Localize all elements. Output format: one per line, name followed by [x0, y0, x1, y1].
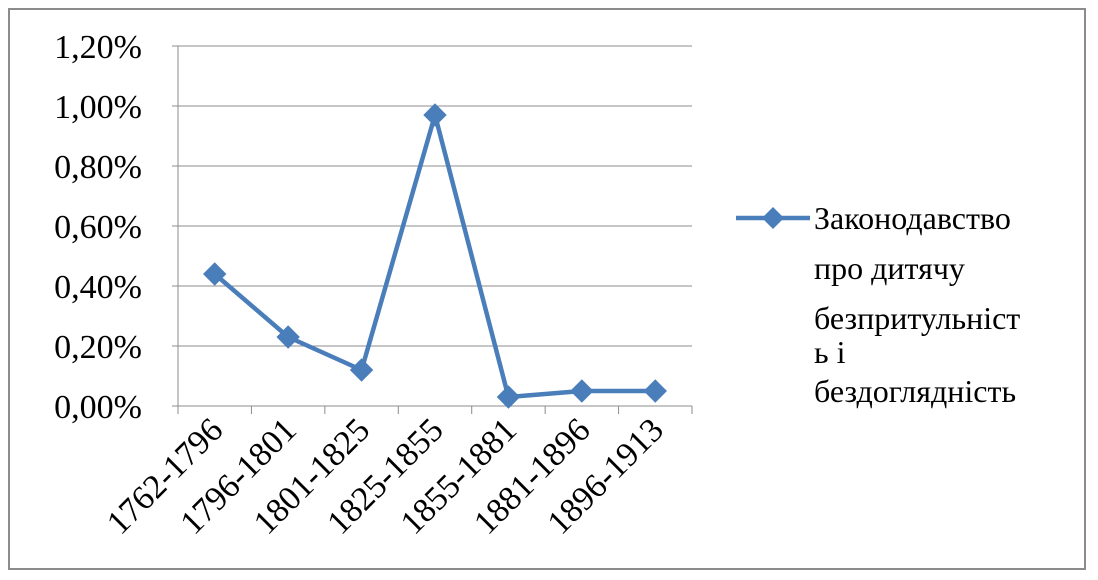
y-tick-label: 1,20% — [54, 29, 142, 66]
y-tick-label: 0,40% — [54, 269, 142, 306]
gridlines — [172, 45, 692, 407]
data-point-marker — [203, 262, 227, 286]
legend-label-line-2: про дитячу — [814, 250, 965, 286]
data-point-marker — [496, 385, 521, 409]
y-tick-label: 0,00% — [54, 389, 142, 426]
series-line — [213, 112, 656, 400]
data-point-marker — [423, 103, 447, 127]
legend-label-line-3: безпритульніст — [814, 300, 1020, 336]
series-group — [203, 103, 667, 409]
data-point-marker — [349, 358, 374, 382]
y-axis-ticks: 0,00% 0,20% 0,40% 0,60% 0,80% 1,00% 1,20% — [54, 29, 142, 426]
y-tick-label: 0,20% — [54, 329, 142, 366]
legend-label-line-1: Законодавство — [814, 200, 1011, 236]
legend: Законодавство про дитячу безпритульніст … — [736, 200, 1020, 409]
x-axis-tick-labels: 1762-17961796-18011801-18251825-18551855… — [100, 411, 671, 541]
legend-label-line-5: бездоглядність — [814, 373, 1016, 409]
y-tick-label: 0,60% — [54, 209, 142, 246]
legend-marker-swatch — [762, 207, 784, 229]
x-axis — [177, 46, 693, 414]
legend-label-line-4: ь і — [814, 334, 846, 370]
chart-frame — [8, 8, 1086, 570]
y-tick-label: 0,80% — [54, 149, 142, 186]
data-point-marker — [276, 325, 300, 349]
y-tick-label: 1,00% — [54, 89, 142, 126]
data-point-marker — [643, 379, 667, 403]
data-point-marker — [570, 379, 594, 403]
